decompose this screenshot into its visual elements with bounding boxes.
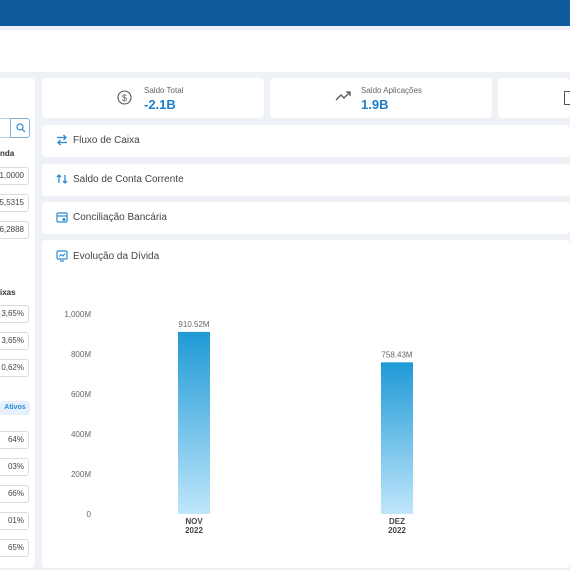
dollar-circle-icon: $ <box>117 90 132 105</box>
ativos-tab[interactable]: Ativos <box>0 401 30 415</box>
kpi-label: Saldo Aplicações <box>361 86 422 95</box>
panel-title: Saldo de Conta Corrente <box>73 174 184 185</box>
header-bar <box>0 30 570 72</box>
sidebar-value: 3,65% <box>0 332 29 350</box>
sidebar-value: 01% <box>0 512 29 530</box>
y-tick-label: 400M <box>71 430 91 439</box>
kpi-saldo-aplicacoes: Saldo Aplicações 1.9B <box>270 78 492 118</box>
x-category-label: DEZ <box>389 517 405 526</box>
y-tick-label: 1,000M <box>64 310 91 319</box>
panel-title: Conciliação Bancária <box>73 212 167 223</box>
kpi-value: 1.9B <box>361 97 389 112</box>
panel-evolucao-divida: Evolução da Dívida 0 200M 400M 600M 800M 1,00… <box>42 240 570 568</box>
top-app-bar <box>0 0 570 26</box>
x-category-label: 2022 <box>388 526 406 535</box>
calendar-icon <box>56 212 68 223</box>
search-icon <box>16 123 26 133</box>
bar-data-label: 758.43M <box>381 350 412 359</box>
refresh-arrows-icon <box>56 174 68 184</box>
sidebar-heading-currency: nda <box>0 149 15 158</box>
x-category-label: NOV <box>185 517 203 526</box>
document-icon <box>564 91 570 105</box>
svg-text:$: $ <box>122 93 127 103</box>
debt-bar-chart: 0200M400M600M800M1,000M910.52MNOV2022758… <box>64 310 413 535</box>
sidebar-value: 1,0000 <box>0 167 29 185</box>
chart-card-icon <box>56 250 68 262</box>
sidebar-value: 03% <box>0 458 29 476</box>
bar[interactable] <box>381 362 413 514</box>
filter-sidebar: nda 1,0000 5,5315 6,2888 ixas 3,65% 3,65… <box>0 78 35 568</box>
y-tick-label: 200M <box>71 470 91 479</box>
sidebar-value: 65% <box>0 539 29 557</box>
y-tick-label: 0 <box>87 510 92 519</box>
transfer-icon <box>57 134 67 146</box>
panel-fluxo-de-caixa[interactable]: Fluxo de Caixa <box>42 125 570 157</box>
sidebar-value: 64% <box>0 431 29 449</box>
kpi-saldo-total: $ Saldo Total -2.1B <box>42 78 264 118</box>
kpi-value: -2.1B <box>144 97 176 112</box>
bar[interactable] <box>178 331 210 514</box>
y-tick-label: 600M <box>71 390 91 399</box>
sidebar-value: 66% <box>0 485 29 503</box>
chart-title: Evolução da Dívida <box>73 251 160 262</box>
kpi-label: Saldo Total <box>144 86 184 95</box>
bar-data-label: 910.52M <box>178 320 209 329</box>
panel-title: Fluxo de Caixa <box>73 135 140 146</box>
x-category-label: 2022 <box>185 526 203 535</box>
panel-saldo-conta-corrente[interactable]: Saldo de Conta Corrente <box>42 164 570 196</box>
sidebar-value: 6,2888 <box>0 221 29 239</box>
panel-conciliacao-bancaria[interactable]: Conciliação Bancária <box>42 202 570 234</box>
trend-up-icon <box>335 91 351 101</box>
kpi-card-partial <box>498 78 570 118</box>
search-area <box>0 118 30 138</box>
sidebar-value: 5,5315 <box>0 194 29 212</box>
y-tick-label: 800M <box>71 350 91 359</box>
sidebar-value: 3,65% <box>0 305 29 323</box>
sidebar-heading-rates: ixas <box>0 288 16 297</box>
search-input[interactable] <box>0 118 10 138</box>
sidebar-value: 0,62% <box>0 359 29 377</box>
search-button[interactable] <box>10 118 30 138</box>
